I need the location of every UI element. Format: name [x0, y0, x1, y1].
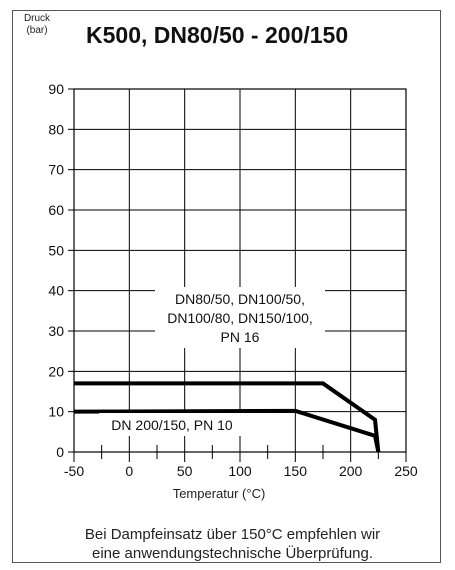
- x-tick-label-1: 0: [125, 463, 133, 479]
- y-axis-label-line-2: (bar): [26, 25, 48, 36]
- series-label-1-line-1: DN80/50, DN100/50,: [175, 291, 305, 307]
- footnote-line-1: Bei Dampfeinsatz über 150°C empfehlen wi…: [84, 526, 381, 543]
- y-tick-label-0: 0: [56, 444, 64, 460]
- series-layer: [73, 381, 381, 453]
- footnote: Bei Dampfeinsatz über 150°C empfehlen wi…: [60, 525, 405, 563]
- chart-frame: [12, 10, 441, 563]
- y-tick-label-8: 80: [48, 121, 64, 137]
- x-axis-label: Temperatur (°C): [173, 486, 266, 501]
- x-tick-label-4: 150: [284, 463, 308, 479]
- series-label-1-line-3: PN 16: [221, 329, 260, 345]
- series-label-layer: DN80/50, DN100/50, DN100/80, DN150/100, PN…: [99, 287, 325, 436]
- y-tick-label-3: 30: [48, 323, 64, 339]
- chart-title: K500, DN80/50 - 200/150: [86, 22, 349, 48]
- y-tick-label-5: 50: [48, 242, 64, 258]
- series-label-bg-1: [155, 287, 325, 348]
- x-tick-label-0: -50: [64, 463, 84, 479]
- series-label-1-line-2: DN100/80, DN150/100,: [167, 310, 313, 326]
- series-label-bg-2: [99, 413, 245, 436]
- y-tick-label-6: 60: [48, 202, 64, 218]
- series-label-2-line-1: DN 200/150, PN 10: [111, 417, 233, 433]
- x-tick-label-2: 50: [177, 463, 193, 479]
- y-tick-label-9: 90: [48, 81, 64, 97]
- footnote-line-2: eine anwendungstechnische Überprüfung.: [91, 545, 374, 562]
- grid-layer: [73, 88, 407, 453]
- y-tick-label-4: 40: [48, 283, 64, 299]
- y-axis-label-line-1: Druck: [23, 13, 51, 24]
- y-axis-label: Druck (bar): [12, 13, 62, 37]
- x-tick-label-5: 200: [339, 463, 363, 479]
- x-tick-label-3: 100: [228, 463, 252, 479]
- y-tick-label-7: 70: [48, 162, 64, 178]
- x-tick-label-6: 250: [394, 463, 418, 479]
- y-tick-label-2: 20: [48, 363, 64, 379]
- series-line-2: [73, 408, 381, 453]
- y-tick-label-1: 10: [48, 404, 64, 420]
